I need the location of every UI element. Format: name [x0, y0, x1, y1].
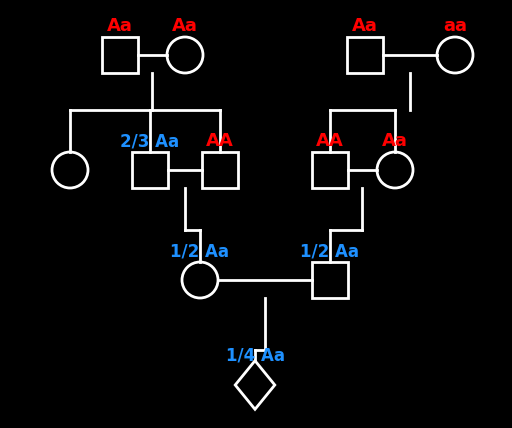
Text: AA: AA: [206, 132, 234, 150]
Text: Aa: Aa: [352, 17, 378, 35]
Bar: [312, 152, 348, 188]
Text: Aa: Aa: [172, 17, 198, 35]
Text: Aa: Aa: [382, 132, 408, 150]
Bar: [102, 37, 138, 73]
Text: 1/2 Aa: 1/2 Aa: [301, 242, 359, 260]
Circle shape: [182, 262, 218, 298]
Text: AA: AA: [316, 132, 344, 150]
Text: 1/4 Aa: 1/4 Aa: [225, 347, 285, 365]
Circle shape: [377, 152, 413, 188]
Circle shape: [167, 37, 203, 73]
Bar: [312, 262, 348, 298]
Circle shape: [437, 37, 473, 73]
Bar: [202, 152, 238, 188]
Polygon shape: [235, 361, 275, 409]
Bar: [347, 37, 383, 73]
Text: 1/2 Aa: 1/2 Aa: [170, 242, 229, 260]
Text: aa: aa: [443, 17, 467, 35]
Text: 2/3 Aa: 2/3 Aa: [120, 132, 180, 150]
Bar: [132, 152, 168, 188]
Text: Aa: Aa: [107, 17, 133, 35]
Circle shape: [52, 152, 88, 188]
